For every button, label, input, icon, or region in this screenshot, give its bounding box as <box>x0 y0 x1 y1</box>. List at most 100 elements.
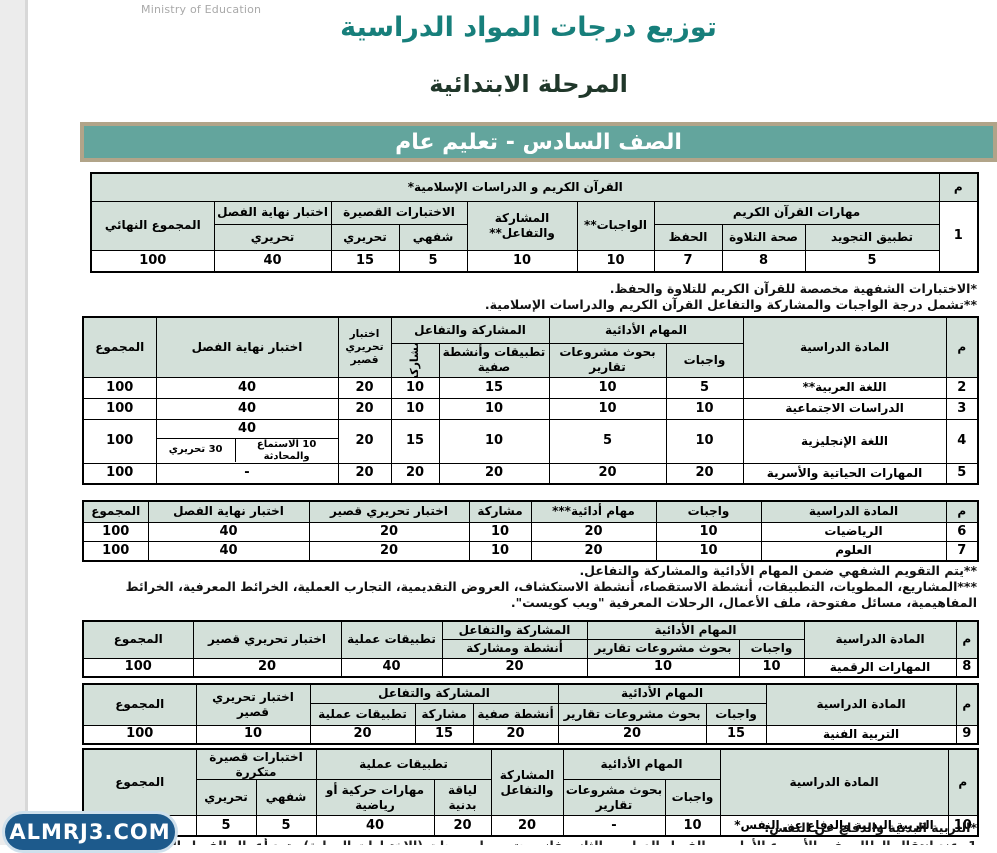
t2-row3-short: 20 <box>337 397 392 420</box>
t3-header-total: المجموع <box>82 500 149 523</box>
t2-row4-final-listening: 10 الاستماع والمحادثة <box>256 439 317 462</box>
t4-row8-subject: المهارات الرقمية <box>803 657 957 678</box>
t2-row3-homework: 10 <box>665 397 744 420</box>
t4-header-short: اختبار تحريري قصير <box>192 620 342 659</box>
t3-row7-share: 10 <box>468 540 532 562</box>
t3-row6-share: 10 <box>468 521 532 542</box>
t2-row5-no: 5 <box>945 462 979 485</box>
page-left-margin-strip <box>0 0 28 845</box>
t4-header-homework: واجبات <box>738 638 805 659</box>
t4-row8-total: 100 <box>82 657 194 678</box>
t2-row4-homework: 10 <box>665 418 744 464</box>
t5-row9-practical: 20 <box>309 724 416 745</box>
t2-header-apps: تطبيقات وأنشطة صفية <box>438 342 550 378</box>
t4-row8-homework: 10 <box>738 657 805 678</box>
t2-row2-short: 20 <box>337 376 392 399</box>
t2-row4-final-split: 40 10 الاستماع والمحادثة 30 تحريري <box>155 418 339 464</box>
t1-header-total: المجموع النهائي <box>90 200 215 251</box>
t5-group-participation: المشاركة والتفاعل <box>309 683 559 704</box>
t6-header-written: تحريري <box>195 779 257 817</box>
page-subtitle: المرحلة الابتدائية <box>429 70 628 98</box>
t2-row3-apps: 10 <box>438 397 550 420</box>
t3-row7-subject: العلوم <box>760 540 947 562</box>
footnote-line: ***المشاريع، المطويات، التطبيقات، أنشطة … <box>125 579 977 610</box>
t3-row6-subject: الرياضيات <box>760 521 947 542</box>
t4-header-subject: المادة الدراسية <box>803 620 957 659</box>
t1-row-number: 1 <box>938 200 979 273</box>
t5-row9-share: 15 <box>414 724 474 745</box>
t6-header-oral: شفهي <box>255 779 317 817</box>
table-art-education: م المادة الدراسية المهام الأدائية المشار… <box>82 683 980 745</box>
footnote-line: *الاختبارات الشفهية مخصصة للقرآن الكريم … <box>609 281 977 296</box>
t1-header-hifz: الحفظ <box>653 223 723 251</box>
footnote-line: *التربية البدنية والدفاع عن النفس: <box>764 820 977 835</box>
t2-row5-final: - <box>155 462 339 485</box>
t2-row4-subject: اللغة الإنجليزية <box>742 418 947 464</box>
t2-row3-total: 100 <box>82 397 157 420</box>
t4-row8-short: 20 <box>192 657 342 678</box>
t3-header-share: مشاركة <box>468 500 532 523</box>
t2-row2-research: 10 <box>548 376 667 399</box>
t6-header-research: بحوث مشروعات تقارير <box>562 779 666 817</box>
t3-row7-short: 20 <box>308 540 470 562</box>
t2-row4-final-written: 30 تحريري <box>157 439 236 462</box>
t1-value-homework: 10 <box>576 249 655 273</box>
t1-value-tilawa: 8 <box>721 249 806 273</box>
t3-row7-homework: 10 <box>655 540 762 562</box>
t2-row5-total: 100 <box>82 462 157 485</box>
t2-row5-homework: 20 <box>665 462 744 485</box>
t3-row6-homework: 10 <box>655 521 762 542</box>
t6-header-participation: المشاركة والتفاعل <box>490 748 564 817</box>
t3-row7-final: 40 <box>147 540 310 562</box>
t4-header-activities: أنشطة ومشاركة <box>441 638 588 659</box>
t1-value-total: 100 <box>90 249 215 273</box>
t2-row5-share: 20 <box>390 462 440 485</box>
t1-value-final: 40 <box>213 249 332 273</box>
t2-row4-research: 5 <box>548 418 667 464</box>
t6-row10-oral: 5 <box>255 815 317 837</box>
t6-row10-research: - <box>562 815 666 837</box>
footnote-line: **تشمل درجة الواجبات والمشاركة والتفاعل … <box>484 297 977 312</box>
t4-row8-research: 10 <box>586 657 740 678</box>
t4-row8-no: 8 <box>955 657 979 678</box>
t3-row7-no: 7 <box>945 540 979 562</box>
t3-m-header: م <box>945 500 979 523</box>
t6-row10-written: 5 <box>195 815 257 837</box>
t2-row4-final-top: 40 <box>157 420 337 439</box>
t1-value-oral: 5 <box>398 249 468 273</box>
t5-m-header: م <box>955 683 979 726</box>
t6-m-header: م <box>947 748 979 817</box>
almrj3-watermark-badge: ALMRJ3.COM <box>2 811 178 853</box>
t5-header-subject: المادة الدراسية <box>765 683 957 726</box>
t6-row10-participation: 20 <box>490 815 564 837</box>
t2-row2-no: 2 <box>945 376 979 399</box>
t2-row2-share: 10 <box>390 376 440 399</box>
footnote-physical-education: *التربية البدنية والدفاع عن النفس: <box>764 820 977 836</box>
t2-row3-share: 10 <box>390 397 440 420</box>
t5-header-short: اختبار تحريري قصير <box>195 683 311 726</box>
t5-header-total: المجموع <box>82 683 197 726</box>
t1-m-header: م <box>938 172 979 202</box>
t2-row3-no: 3 <box>945 397 979 420</box>
t1-header-tilawa: صحة التلاوة <box>721 223 806 251</box>
t4-header-total: المجموع <box>82 620 194 659</box>
t5-row9-research: 20 <box>557 724 707 745</box>
t6-group-repeated-tests: اختبارات قصيرة متكررة <box>195 748 317 781</box>
t2-group-tasks: المهام الأدائية <box>548 316 744 344</box>
t4-group-tasks: المهام الأدائية <box>586 620 805 640</box>
t2-row2-final: 40 <box>155 376 339 399</box>
footnotes-quran: *الاختبارات الشفهية مخصصة للقرآن الكريم … <box>485 281 977 313</box>
t4-header-practical: تطبيقات عملية <box>340 620 443 659</box>
t1-value-tajweed: 5 <box>804 249 940 273</box>
t3-row6-total: 100 <box>82 521 149 542</box>
t5-row9-class-activities: 20 <box>472 724 559 745</box>
t2-row3-research: 10 <box>548 397 667 420</box>
t6-header-homework: واجبات <box>664 779 721 817</box>
footnotes-oral-assessment: **يتم التقويم الشفهي ضمن المهام الأدائية… <box>77 563 977 611</box>
t2-header-total: المجموع <box>82 316 157 378</box>
t6-row10-subject: التربية البدنية والدفاع عن النفس* <box>719 815 949 837</box>
t5-row9-short: 10 <box>195 724 311 745</box>
t5-header-practical: تطبيقات عملية <box>309 702 416 726</box>
t3-row6-short: 20 <box>308 521 470 542</box>
